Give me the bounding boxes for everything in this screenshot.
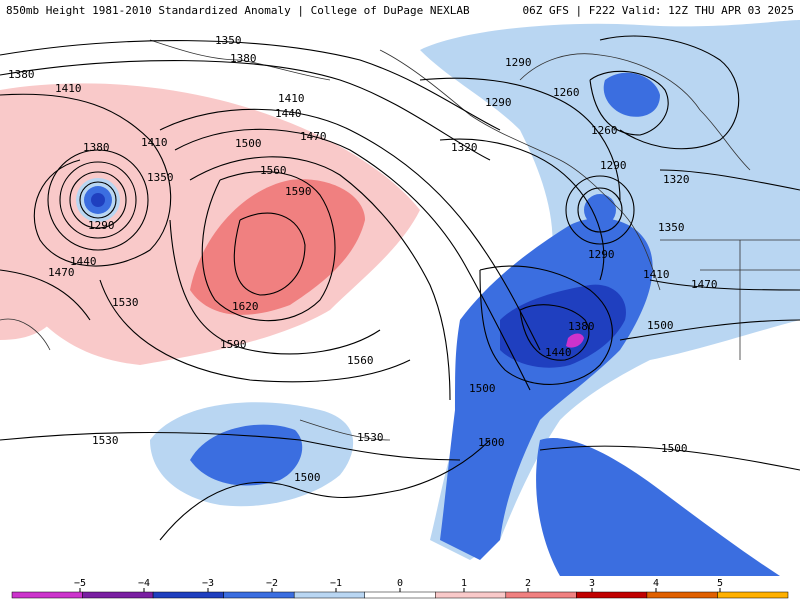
negative-anomaly-northeast-low bbox=[603, 72, 660, 117]
colorbar-tick-label: 0 bbox=[397, 578, 403, 589]
contour-label: 1440 bbox=[70, 255, 97, 268]
positive-anomaly-area bbox=[0, 83, 420, 365]
contour-label: 1530 bbox=[357, 431, 384, 444]
contour-label: 1410 bbox=[141, 136, 168, 149]
colorbar-tick-label: 1 bbox=[461, 578, 467, 589]
colorbar-tick-label: 2 bbox=[525, 578, 531, 589]
contour-label: 1470 bbox=[48, 266, 75, 279]
contour-label: 1470 bbox=[300, 130, 327, 143]
height-contours bbox=[0, 35, 800, 541]
positive-anomaly-area-west bbox=[0, 277, 60, 340]
contour-label: 1500 bbox=[478, 436, 505, 449]
contour-label: 1590 bbox=[220, 338, 247, 351]
contour-label: 1380 bbox=[568, 320, 595, 333]
contour-labels: 1350 1380 1380 1410 1410 1440 1470 1500 … bbox=[8, 34, 718, 484]
colorbar-tick-label: 4 bbox=[653, 578, 659, 589]
contour-label: 1410 bbox=[643, 268, 670, 281]
contour-label: 1290 bbox=[88, 219, 115, 232]
coastlines bbox=[0, 39, 800, 441]
contour-label: 1320 bbox=[663, 173, 690, 186]
colorbar-swatch bbox=[646, 591, 718, 599]
contour-label: 1530 bbox=[92, 434, 119, 447]
colorbar-swatch bbox=[717, 591, 789, 599]
colorbar-tick-label: −1 bbox=[330, 578, 342, 589]
header-title-left: 850mb Height 1981-2010 Standardized Anom… bbox=[6, 3, 470, 17]
anomaly-colorbar: −5 −4 −3 −2 −1 0 1 2 3 4 5 bbox=[11, 578, 789, 599]
colorbar-swatch bbox=[82, 591, 154, 599]
contour-label: 1380 bbox=[8, 68, 35, 81]
trough-low-anomaly bbox=[584, 194, 616, 226]
contour-label: 1500 bbox=[647, 319, 674, 332]
contour-label: 1410 bbox=[55, 82, 82, 95]
contour-label: 1560 bbox=[260, 164, 287, 177]
extreme-negative-anomaly bbox=[566, 333, 584, 348]
contour-label: 1620 bbox=[232, 300, 259, 313]
colorbar-tick-label: −4 bbox=[138, 578, 150, 589]
colorbar-swatch bbox=[505, 591, 577, 599]
negative-anomaly-southwest-core bbox=[190, 424, 303, 486]
contour-label: 1590 bbox=[285, 185, 312, 198]
contour-label: 1530 bbox=[112, 296, 139, 309]
colorbar-swatch bbox=[223, 591, 295, 599]
header-title-right: 06Z GFS | F222 Valid: 12Z THU APR 03 202… bbox=[522, 3, 794, 17]
colorbar-tick-label: 5 bbox=[717, 578, 723, 589]
colorbar-swatch bbox=[576, 591, 648, 599]
colorbar-swatch bbox=[364, 591, 436, 599]
colorbar-tick-label: −2 bbox=[266, 578, 278, 589]
contour-label: 1410 bbox=[278, 92, 305, 105]
weather-map: 1350 1380 1380 1410 1410 1440 1470 1500 … bbox=[0, 20, 800, 576]
negative-anomaly-trough-south bbox=[536, 438, 780, 576]
contour-label: 1470 bbox=[691, 278, 718, 291]
colorbar-tick-label: −3 bbox=[202, 578, 214, 589]
contour-label: 1440 bbox=[275, 107, 302, 120]
contour-label: 1350 bbox=[658, 221, 685, 234]
contour-label: 1560 bbox=[347, 354, 374, 367]
contour-label: 1380 bbox=[230, 52, 257, 65]
colorbar-swatch bbox=[435, 591, 507, 599]
colorbar-swatches bbox=[11, 591, 789, 599]
contour-label: 1320 bbox=[451, 141, 478, 154]
contour-label: 1290 bbox=[588, 248, 615, 261]
colorbar-ticks: −5 −4 −3 −2 −1 0 1 2 3 4 5 bbox=[74, 578, 723, 592]
anomaly-shading bbox=[0, 20, 800, 576]
colorbar-tick-label: 3 bbox=[589, 578, 595, 589]
contour-label: 1290 bbox=[505, 56, 532, 69]
contour-label: 1500 bbox=[661, 442, 688, 455]
strong-positive-anomaly bbox=[190, 179, 365, 315]
header-bar: 850mb Height 1981-2010 Standardized Anom… bbox=[0, 0, 800, 20]
contour-label: 1500 bbox=[294, 471, 321, 484]
colorbar-swatch bbox=[293, 591, 365, 599]
contour-label: 1290 bbox=[485, 96, 512, 109]
colorbar-swatch bbox=[152, 591, 224, 599]
contour-label: 1500 bbox=[469, 382, 496, 395]
contour-label: 1440 bbox=[545, 346, 572, 359]
contour-label: 1260 bbox=[553, 86, 580, 99]
contour-label: 1380 bbox=[83, 141, 110, 154]
contour-label: 1290 bbox=[600, 159, 627, 172]
contour-label: 1260 bbox=[591, 124, 618, 137]
colorbar-tick-label: −5 bbox=[74, 578, 86, 589]
contour-label: 1350 bbox=[147, 171, 174, 184]
contour-label: 1350 bbox=[215, 34, 242, 47]
deep-low-anomaly-core bbox=[91, 193, 105, 207]
contour-label: 1500 bbox=[235, 137, 262, 150]
colorbar-swatch bbox=[11, 591, 83, 599]
negative-anomaly-far-right bbox=[760, 48, 800, 130]
